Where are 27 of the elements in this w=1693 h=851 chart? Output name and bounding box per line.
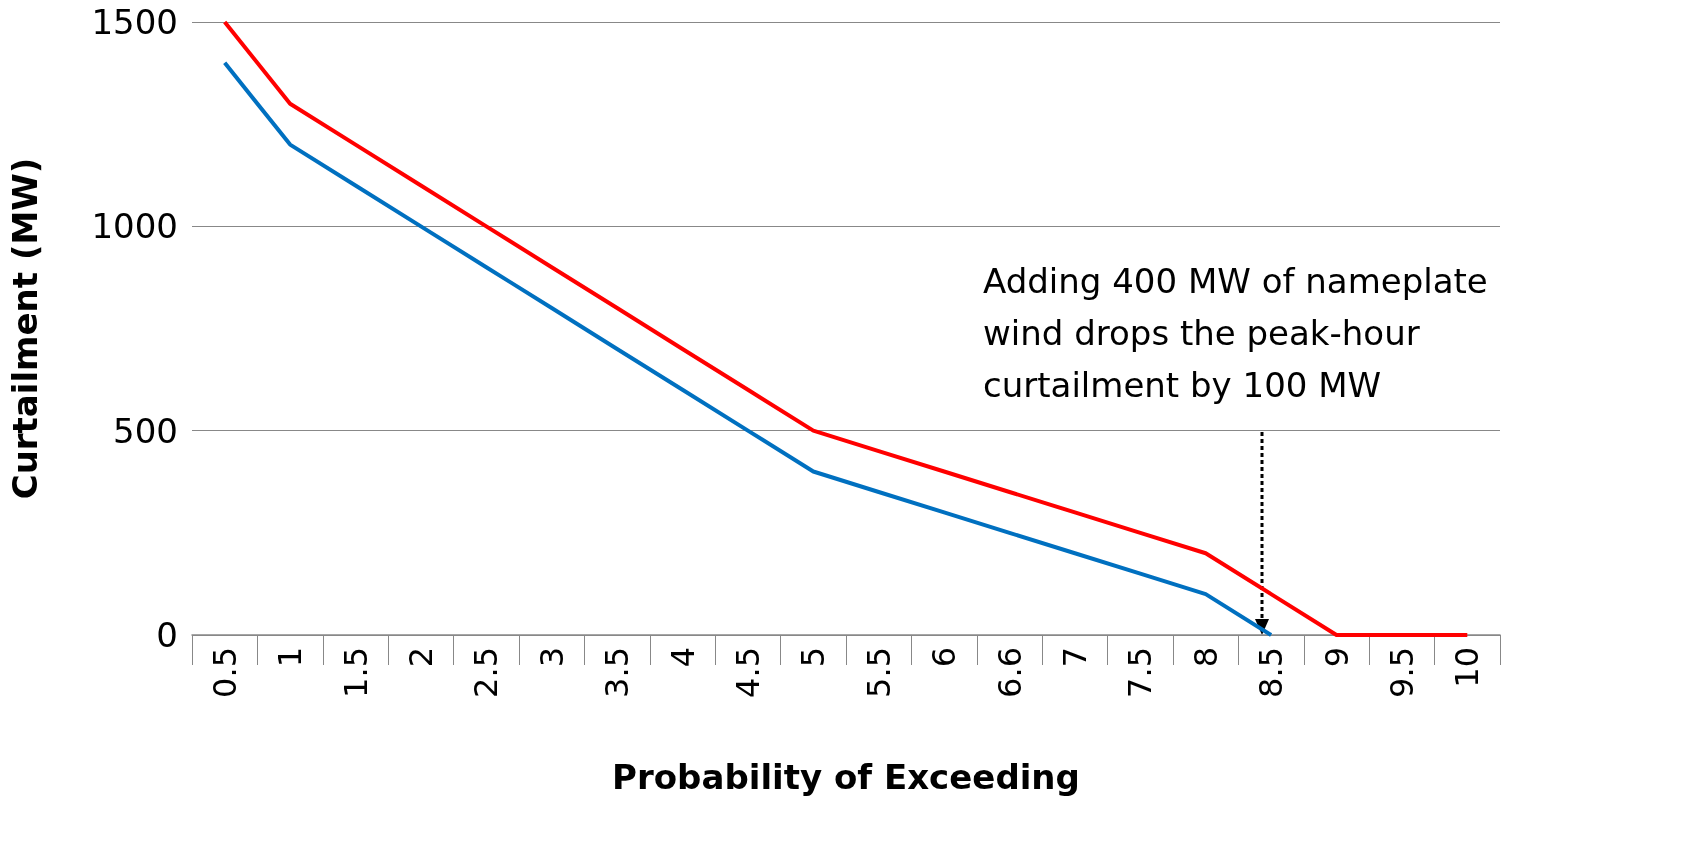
x-tick-label: 5.5	[859, 647, 898, 698]
x-tick-label: 3	[532, 647, 571, 668]
y-tick-label: 1000	[91, 206, 178, 247]
x-tick-label: 8	[1186, 647, 1225, 668]
x-tick-label: 2.5	[467, 647, 506, 698]
x-tick-label: 10	[1448, 647, 1487, 688]
x-tick-label: 9.5	[1382, 647, 1421, 698]
x-tick-label: 0.5	[205, 647, 244, 698]
x-tick-label: 5	[794, 647, 833, 668]
x-tick-label: 4.5	[728, 647, 767, 698]
x-tick-label: 6.6	[990, 647, 1029, 698]
annotation: Adding 400 MW of nameplate wind drops the peak-hour curtailment by 100 MW	[983, 261, 1488, 405]
x-tick-label: 2	[401, 647, 440, 668]
y-tick-label: 1500	[91, 2, 178, 42]
y-tick-label: 0	[156, 615, 178, 655]
y-tick-label: 500	[113, 410, 178, 451]
x-tick-label: 1	[271, 647, 310, 668]
x-tick-label: 4	[663, 647, 702, 668]
x-tick-label: 3.5	[598, 647, 637, 698]
x-tick-label: 8.5	[1252, 647, 1291, 698]
x-axis-title: Probability of Exceeding	[612, 757, 1080, 797]
x-tick-label: 7.5	[1121, 647, 1160, 698]
y-axis-title: Curtailment (MW)	[5, 157, 45, 500]
x-tick-label: 1.5	[336, 647, 375, 698]
x-tick-label: 7	[1055, 647, 1094, 668]
x-tick-label: 9	[1317, 647, 1356, 668]
x-tick-label: 6	[925, 647, 964, 668]
